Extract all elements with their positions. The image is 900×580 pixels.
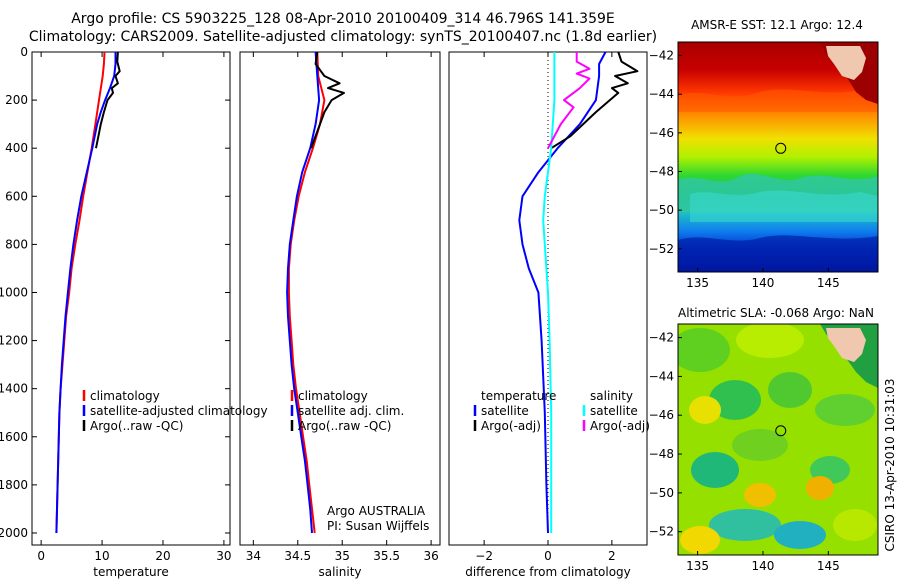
temperature-axes-frame (31, 51, 231, 546)
sla-map-x-tick-label: 145 (817, 559, 840, 573)
salinity-x-tick-label: 35.5 (373, 549, 400, 563)
temperature-legend-label: Argo(..raw -QC) (90, 419, 183, 433)
salinity-x-tick-label: 34.5 (284, 549, 311, 563)
salinity-x-tick-label: 34 (246, 549, 261, 563)
sst-map-y-tick-label: −52 (649, 242, 674, 256)
difference-legend-group-title: salinity (590, 389, 633, 403)
credit-text: CSIRO 13-Apr-2010 10:31:03 (883, 378, 897, 551)
sst-argo-location-marker (775, 142, 787, 154)
difference-legend-group-title: temperature (481, 389, 556, 403)
sla-map-x-tick-label: 135 (686, 559, 709, 573)
sla-map-title: Altimetric SLA: -0.068 Argo: NaN (678, 306, 874, 320)
temperature-y-tick-label: 800 (5, 237, 28, 251)
salinity-legend-label: satellite adj. clim. (298, 404, 404, 418)
sla-argo-location-marker (775, 425, 787, 437)
sla-map-y-tick-label: −52 (649, 525, 674, 539)
difference-series-line-3 (547, 52, 591, 149)
sst-map-y-tick-label: −48 (649, 164, 674, 178)
temperature-y-tick-label: 2000 (0, 526, 28, 540)
difference-legend-label: Argo(-adj) (590, 419, 650, 433)
sla-map-frame (677, 323, 879, 556)
sla-map-y-tick-label: −50 (649, 486, 674, 500)
temperature-y-tick-label: 1200 (0, 334, 28, 348)
difference-series-line-0 (518, 51, 607, 534)
difference-x-tick-label: 0 (544, 549, 552, 563)
sla-map-y-tick-label: −48 (649, 447, 674, 461)
sla-map-y-tick-label: −42 (649, 331, 674, 345)
temperature-x-tick-label: 20 (155, 549, 170, 563)
temperature-legend-label: climatology (90, 389, 160, 403)
difference-x-tick-label: −2 (475, 549, 493, 563)
salinity-x-axis-label: salinity (318, 565, 361, 579)
sst-map-panel: AMSR-E SST: 12.1 Argo: 12.4 135 140 145 −42… (649, 18, 879, 290)
salinity-legend-label: Argo(..raw -QC) (298, 419, 391, 433)
temperature-y-tick-label: 1400 (0, 382, 28, 396)
difference-series-line-1 (550, 51, 639, 150)
difference-legend-label: satellite (481, 404, 529, 418)
temperature-y-tick-label: 0 (20, 45, 28, 59)
temperature-x-tick-label: 30 (216, 549, 231, 563)
temperature-panel: 0 10 20 30 0 200 400 600 800 1000 1200 1400 1600 1800… (0, 45, 268, 579)
sla-map-y-tick-label: −44 (649, 369, 674, 383)
temperature-y-tick-label: 600 (5, 189, 28, 203)
sla-map-x-tick-label: 140 (752, 559, 775, 573)
difference-legend-label: satellite (590, 404, 638, 418)
sst-map-y-tick-label: −46 (649, 126, 674, 140)
salinity-axes-frame (239, 51, 441, 546)
sst-map-x-tick-label: 140 (752, 276, 775, 290)
salinity-annotation-line: PI: Susan Wijffels (327, 519, 429, 533)
temperature-x-tick-label: 10 (94, 549, 109, 563)
sst-map-x-tick-label: 145 (817, 276, 840, 290)
salinity-legend-label: climatology (298, 389, 368, 403)
temperature-y-tick-label: 1600 (0, 430, 28, 444)
difference-x-tick-label: 2 (608, 549, 616, 563)
figure-title-line1: Argo profile: CS 5903225_128 08-Apr-2010… (71, 11, 615, 27)
salinity-x-tick-label: 35 (335, 549, 350, 563)
sla-field (678, 324, 878, 555)
sst-map-y-tick-label: −44 (649, 87, 674, 101)
temperature-y-tick-label: 1000 (0, 285, 28, 299)
salinity-annotation-line: Argo AUSTRALIA (327, 504, 426, 518)
salinity-series-line-1 (286, 51, 321, 534)
salinity-panel: 34 34.5 35 35.5 36 salinity climatologysatelli… (239, 51, 441, 579)
temperature-y-tick-label: 200 (5, 93, 28, 107)
salinity-x-tick-label: 36 (423, 549, 438, 563)
difference-legend-label: Argo(-adj) (481, 419, 541, 433)
temperature-x-tick-label: 0 (37, 549, 45, 563)
difference-panel: −2 0 2 difference from climatology temperatu… (448, 51, 650, 579)
figure-title-line2: Climatology: CARS2009. Satellite-adjuste… (29, 29, 657, 45)
sst-field (678, 42, 878, 272)
temperature-x-axis-label: temperature (93, 565, 168, 579)
sla-map-y-tick-label: −46 (649, 408, 674, 422)
temperature-legend-label: satellite-adjusted climatology (90, 404, 268, 418)
sla-map-axes: 135 140 145 −42 −44 −46 −48 −50 −52 (649, 331, 840, 573)
difference-series-line-2 (542, 52, 556, 533)
sst-map-frame (677, 41, 879, 273)
temperature-series-line-1 (55, 52, 117, 534)
temperature-y-tick-label: 400 (5, 141, 28, 155)
sst-map-axes: 135 140 145 −42 −44 −46 −48 −50 −52 (649, 49, 840, 290)
sla-map-panel: Altimetric SLA: -0.068 Argo: NaN 135 140 1… (649, 306, 879, 573)
difference-x-axis-label: difference from climatology (465, 565, 631, 579)
sst-map-y-tick-label: −42 (649, 49, 674, 63)
salinity-series-line-2 (310, 51, 345, 149)
temperature-y-tick-label: 1800 (0, 478, 28, 492)
sst-map-y-tick-label: −50 (649, 203, 674, 217)
sst-map-title: AMSR-E SST: 12.1 Argo: 12.4 (691, 18, 863, 32)
sst-map-x-tick-label: 135 (686, 276, 709, 290)
temperature-series-line-2 (95, 51, 121, 149)
